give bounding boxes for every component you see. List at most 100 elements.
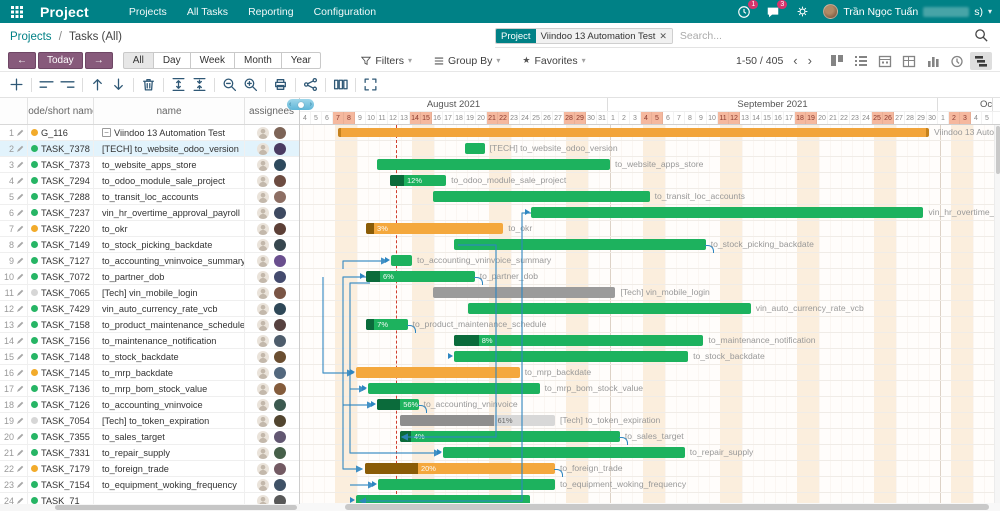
avatar[interactable]: [274, 206, 286, 219]
scale-month-button[interactable]: Month: [234, 52, 282, 69]
avatar[interactable]: [274, 190, 286, 203]
view-activity-icon[interactable]: [946, 52, 968, 70]
facet-remove-icon[interactable]: ✕: [659, 30, 667, 41]
avatar[interactable]: [274, 174, 286, 187]
view-gantt-icon[interactable]: [969, 51, 992, 70]
table-row[interactable]: 11 TASK_7065 [Tech] vin_mobile_login: [0, 285, 299, 301]
avatar[interactable]: [257, 270, 269, 283]
table-row[interactable]: 3 TASK_7373 to_website_apps_store: [0, 157, 299, 173]
avatar[interactable]: [274, 158, 286, 171]
avatar[interactable]: [257, 158, 269, 171]
gantt-bar[interactable]: [468, 303, 751, 314]
table-row[interactable]: 9 TASK_7127 to_accounting_vninvoice_summ…: [0, 253, 299, 269]
scale-year-button[interactable]: Year: [280, 52, 322, 69]
avatar[interactable]: [257, 334, 269, 347]
gantt-bar[interactable]: [371, 479, 555, 490]
table-row[interactable]: 7 TASK_7220 to_okr: [0, 221, 299, 237]
gantt-bar[interactable]: [349, 367, 520, 378]
activities-clock-icon[interactable]: 1: [736, 0, 759, 20]
edit-pencil-icon[interactable]: [16, 241, 24, 249]
avatar[interactable]: [257, 494, 269, 507]
gantt-bar[interactable]: [464, 143, 485, 154]
gantt-bar[interactable]: 12%: [390, 175, 447, 186]
settings-gear-icon[interactable]: [794, 4, 810, 20]
edit-pencil-icon[interactable]: [16, 289, 24, 297]
table-row[interactable]: 22 TASK_7179 to_foreign_trade: [0, 461, 299, 477]
table-row[interactable]: 4 TASK_7294 to_odoo_module_sale_project: [0, 173, 299, 189]
messages-chat-icon[interactable]: 3: [765, 0, 788, 20]
edit-pencil-icon[interactable]: [16, 385, 24, 393]
gantt-bar[interactable]: [436, 447, 685, 458]
pager-prev-icon[interactable]: ‹: [793, 52, 798, 68]
edit-pencil-icon[interactable]: [16, 449, 24, 457]
avatar[interactable]: [257, 238, 269, 251]
avatar[interactable]: [274, 318, 286, 331]
table-row[interactable]: 13 TASK_7158 to_product_maintenance_sche…: [0, 317, 299, 333]
fullscreen-icon[interactable]: [360, 75, 381, 95]
avatar[interactable]: [274, 494, 286, 507]
scale-all-button[interactable]: All: [122, 52, 154, 69]
gantt-bar[interactable]: [524, 207, 924, 218]
edit-pencil-icon[interactable]: [16, 353, 24, 361]
next-period-button[interactable]: →: [84, 52, 113, 69]
view-pivot-icon[interactable]: [898, 52, 920, 70]
view-calendar-icon[interactable]: [874, 52, 896, 70]
avatar[interactable]: [257, 398, 269, 411]
indent-icon[interactable]: [57, 75, 78, 95]
table-row[interactable]: 10 TASK_7072 to_partner_dob: [0, 269, 299, 285]
filters-dropdown[interactable]: Filters ▾: [361, 55, 412, 67]
edit-pencil-icon[interactable]: [16, 161, 24, 169]
avatar[interactable]: [257, 174, 269, 187]
col-assignees-header[interactable]: assignees: [248, 105, 295, 117]
avatar[interactable]: [274, 398, 286, 411]
edit-pencil-icon[interactable]: [16, 177, 24, 185]
avatar[interactable]: [274, 462, 286, 475]
avatar[interactable]: [257, 190, 269, 203]
view-graph-icon[interactable]: [922, 52, 944, 70]
edit-pencil-icon[interactable]: [16, 145, 24, 153]
avatar[interactable]: [274, 222, 286, 235]
table-row[interactable]: 8 TASK_7149 to_stock_picking_backdate: [0, 237, 299, 253]
edit-pencil-icon[interactable]: [16, 337, 24, 345]
search-icon[interactable]: [974, 28, 990, 44]
gantt-bar[interactable]: [432, 287, 616, 298]
favorites-dropdown[interactable]: ★ Favorites ▾: [522, 54, 586, 67]
avatar[interactable]: [257, 222, 269, 235]
gantt-horizontal-scrollbar[interactable]: [300, 503, 1000, 511]
table-row[interactable]: 15 TASK_7148 to_stock_backdate: [0, 349, 299, 365]
avatar[interactable]: [257, 286, 269, 299]
view-list-icon[interactable]: [850, 52, 872, 70]
edit-pencil-icon[interactable]: [16, 369, 24, 377]
collapse-group-icon[interactable]: −: [102, 128, 111, 137]
print-icon[interactable]: [270, 75, 291, 95]
avatar[interactable]: [257, 206, 269, 219]
edit-pencil-icon[interactable]: [16, 257, 24, 265]
table-row[interactable]: 6 TASK_7237 vin_hr_overtime_approval_pay…: [0, 205, 299, 221]
prev-period-button[interactable]: ←: [8, 52, 36, 69]
avatar[interactable]: [257, 414, 269, 427]
edit-pencil-icon[interactable]: [16, 321, 24, 329]
groupby-dropdown[interactable]: Group By ▾: [434, 55, 500, 67]
outdent-icon[interactable]: [36, 75, 57, 95]
critical-path-icon[interactable]: [300, 75, 321, 95]
gantt-bar[interactable]: [385, 255, 412, 266]
col-name-header[interactable]: name: [94, 98, 245, 124]
edit-pencil-icon[interactable]: [16, 305, 24, 313]
edit-pencil-icon[interactable]: [16, 465, 24, 473]
avatar[interactable]: [257, 254, 269, 267]
gantt-bar[interactable]: 20%: [364, 463, 555, 474]
zoom-out-icon[interactable]: [219, 75, 240, 95]
delete-icon[interactable]: [138, 75, 159, 95]
user-menu[interactable]: Trần Ngọc Tuấn s) ▾: [823, 4, 992, 19]
gantt-bar[interactable]: [362, 383, 540, 394]
avatar[interactable]: [257, 382, 269, 395]
expand-rows-icon[interactable]: [168, 75, 189, 95]
edit-pencil-icon[interactable]: [16, 129, 24, 137]
gantt-bar[interactable]: 6%: [359, 271, 475, 282]
avatar[interactable]: [274, 382, 286, 395]
table-row[interactable]: 14 TASK_7156 to_maintenance_notification: [0, 333, 299, 349]
avatar[interactable]: [274, 366, 286, 379]
gantt-bar[interactable]: [432, 191, 650, 202]
avatar[interactable]: [257, 446, 269, 459]
avatar[interactable]: [257, 318, 269, 331]
